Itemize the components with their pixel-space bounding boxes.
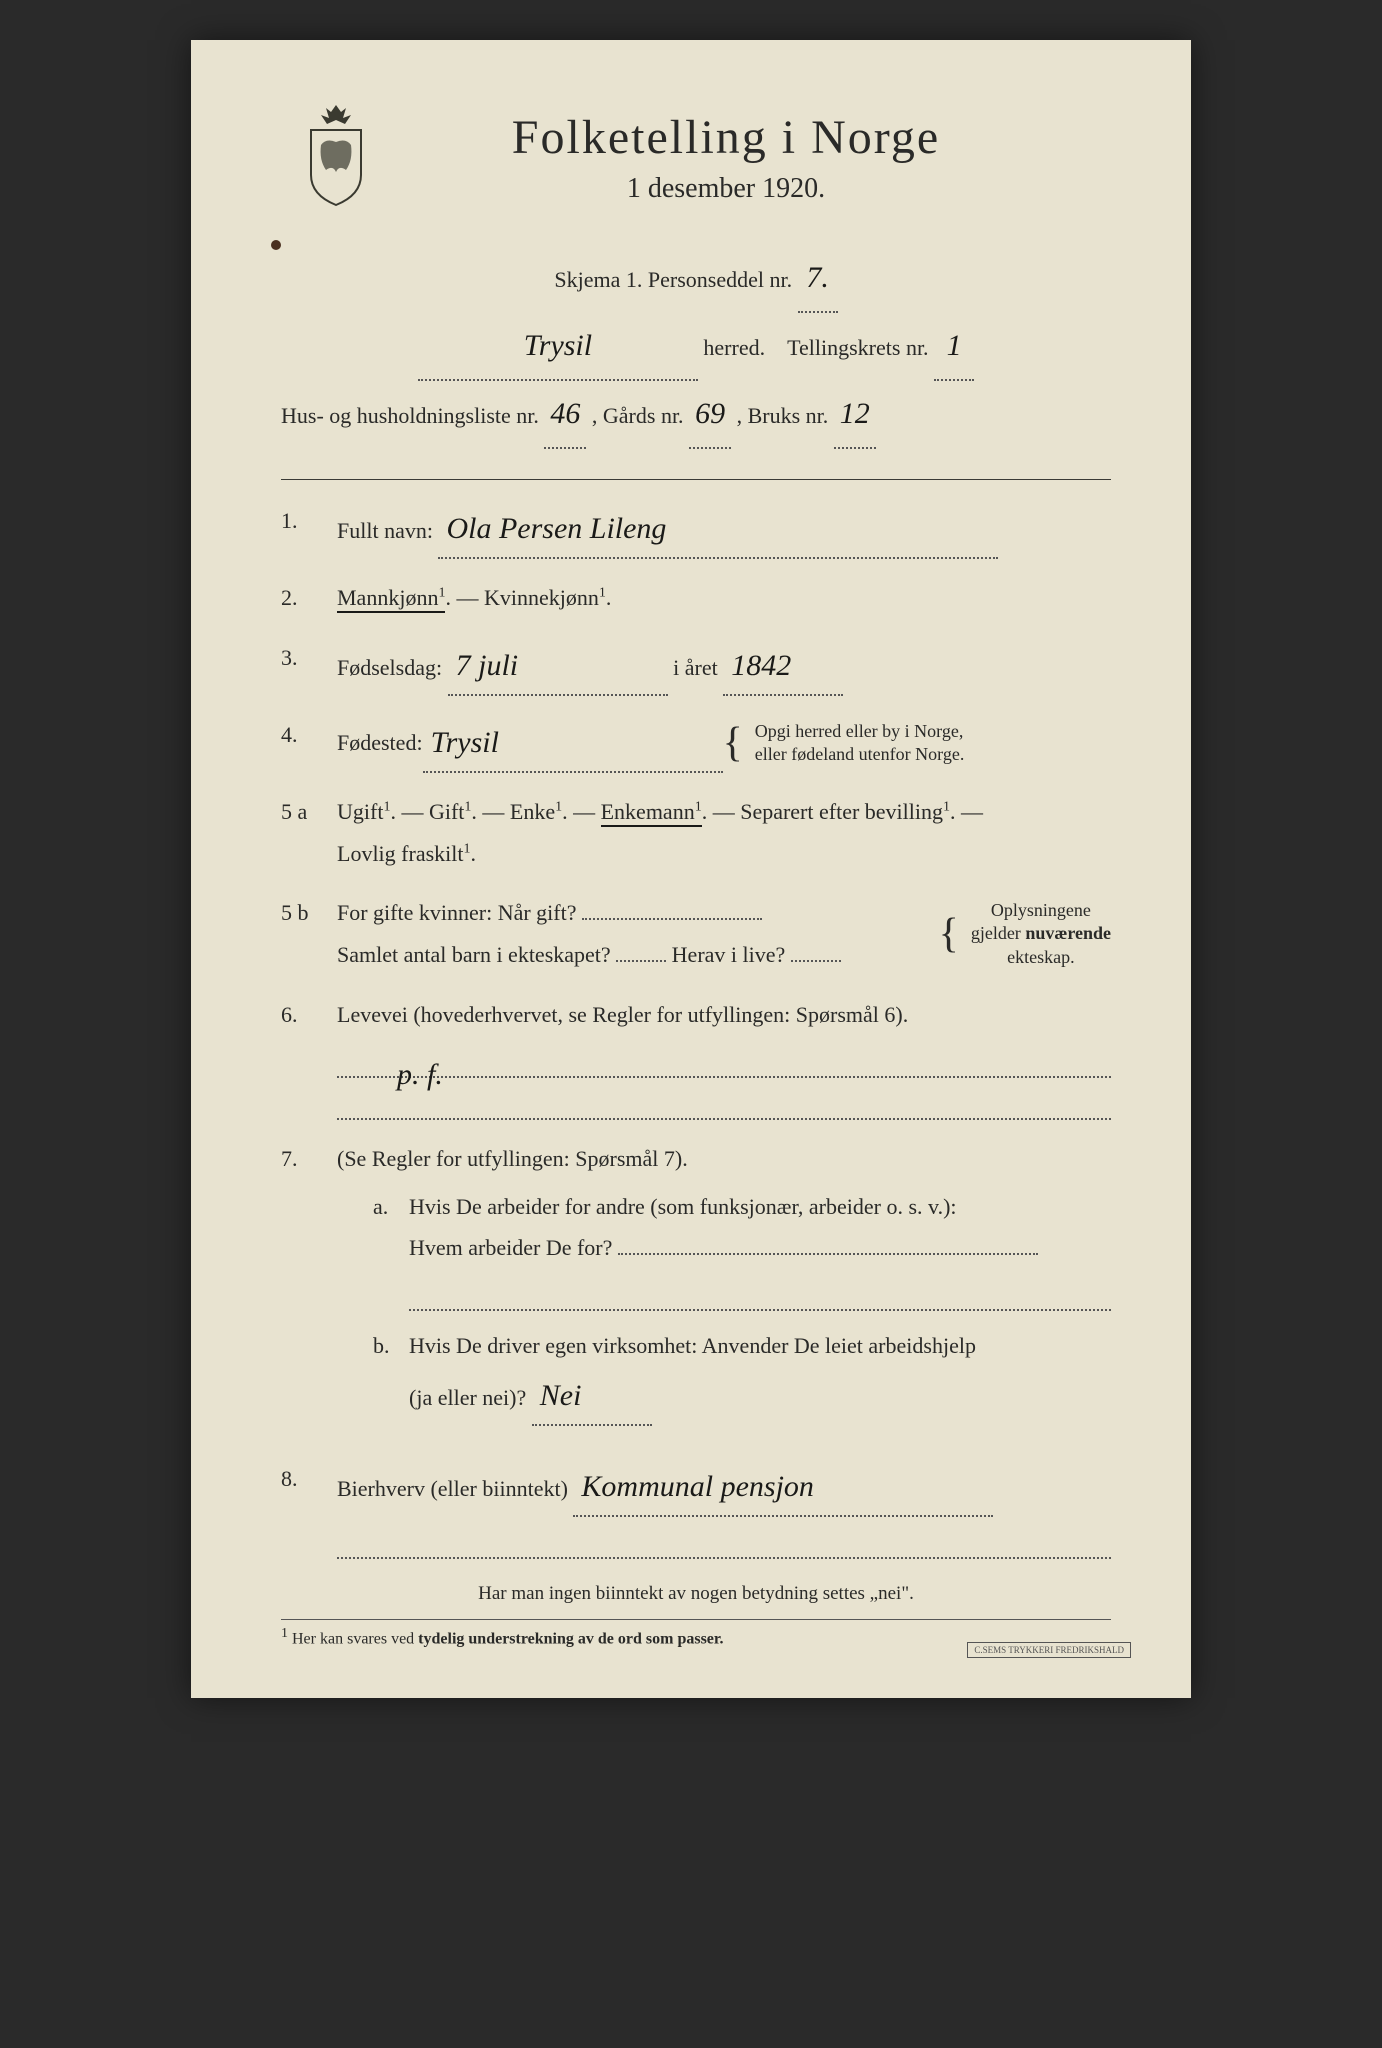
q7a-l1: Hvis De arbeider for andre (som funksjon…: [409, 1194, 957, 1219]
q5a-gift: Gift1: [429, 799, 471, 824]
q5a-enkemann: Enkemann1: [601, 799, 702, 827]
q7a: a. Hvis De arbeider for andre (som funks…: [373, 1186, 1111, 1312]
bruks-nr: 12: [834, 381, 876, 449]
personseddel-nr: 7.: [798, 245, 838, 313]
q8-line2: [337, 1527, 1111, 1559]
q1-value: Ola Persen Lileng: [438, 500, 998, 559]
q2-num: 2.: [281, 577, 337, 619]
q6-label: Levevei (hovederhvervet, se Regler for u…: [337, 1002, 908, 1027]
question-6: 6. Levevei (hovederhvervet, se Regler fo…: [281, 994, 1111, 1120]
q5b-gift-value: [582, 918, 762, 920]
meta-line-1: Skjema 1. Personseddel nr. 7.: [281, 245, 1111, 313]
divider-top: [281, 479, 1111, 480]
husliste-label: Hus- og husholdningsliste nr.: [281, 403, 539, 428]
q5a-ugift: Ugift1: [337, 799, 390, 824]
q7a-value: [618, 1253, 1038, 1255]
q8-label: Bierhverv (eller biinntekt): [337, 1476, 568, 1501]
q4-value: Trysil: [423, 714, 723, 773]
q7b-letter: b.: [373, 1325, 409, 1426]
q7b-value: Nei: [532, 1367, 652, 1426]
q7a-line2: [409, 1279, 1111, 1311]
q2-kvinne: Kvinnekjønn1: [484, 585, 606, 610]
q7b-l1: Hvis De driver egen virksomhet: Anvender…: [409, 1333, 976, 1358]
q3-year: 1842: [723, 637, 843, 696]
questions-block: 1. Fullt navn: Ola Persen Lileng 2. Mann…: [281, 500, 1111, 1559]
q3-day: 7 juli: [448, 637, 668, 696]
census-form-page: Folketelling i Norge 1 desember 1920. Sk…: [191, 40, 1191, 1698]
q8-num: 8.: [281, 1458, 337, 1559]
stain-dot: [271, 240, 281, 250]
q5b-barn-value: [616, 960, 666, 962]
meta-line-3: Hus- og husholdningsliste nr. 46 , Gårds…: [281, 381, 1111, 449]
q7b-l2: (ja eller nei)?: [409, 1385, 526, 1410]
q5b-num: 5 b: [281, 892, 337, 976]
meta-line-2: Trysil herred. Tellingskrets nr. 1: [281, 313, 1111, 381]
q8-value: Kommunal pensjon: [573, 1458, 993, 1517]
skjema-label: Skjema 1. Personseddel nr.: [554, 267, 792, 292]
q6-line1: p. f.: [337, 1046, 1111, 1078]
question-5a: 5 a Ugift1. — Gift1. — Enke1. — Enkemann…: [281, 791, 1111, 875]
question-4: 4. Fødested: Trysil { Opgi herred eller …: [281, 714, 1111, 773]
q1-label: Fullt navn:: [337, 518, 433, 543]
q5b-live-value: [791, 960, 841, 962]
herred-label: herred.: [703, 335, 765, 360]
form-title: Folketelling i Norge: [341, 110, 1111, 165]
question-7: 7. (Se Regler for utfyllingen: Spørsmål …: [281, 1138, 1111, 1440]
meta-block: Skjema 1. Personseddel nr. 7. Trysil her…: [281, 245, 1111, 449]
question-2: 2. Mannkjønn1. — Kvinnekjønn1.: [281, 577, 1111, 619]
q2-sep: —: [456, 585, 484, 610]
tellingskrets-nr: 1: [934, 313, 974, 381]
q6-value: p. f.: [397, 1058, 443, 1091]
q4-num: 4.: [281, 714, 337, 773]
q7-num: 7.: [281, 1138, 337, 1440]
q5b-l1: For gifte kvinner: Når gift?: [337, 900, 577, 925]
q4-note: Opgi herred eller by i Norge, eller føde…: [755, 720, 965, 767]
q7a-letter: a.: [373, 1186, 409, 1312]
q3-label: Fødselsdag:: [337, 655, 442, 680]
bruks-label: , Bruks nr.: [737, 403, 829, 428]
q5a-enke: Enke1: [510, 799, 562, 824]
coat-of-arms-icon: [291, 100, 381, 210]
q7a-l2: Hvem arbeider De for?: [409, 1235, 612, 1260]
q1-num: 1.: [281, 500, 337, 559]
herred-value: Trysil: [418, 313, 698, 381]
q3-year-label: i året: [673, 655, 718, 680]
q6-num: 6.: [281, 994, 337, 1120]
tellingskrets-label: Tellingskrets nr.: [787, 335, 928, 360]
question-3: 3. Fødselsdag: 7 juli i året 1842: [281, 637, 1111, 696]
q2-mann: Mannkjønn1: [337, 585, 445, 613]
gards-nr: 69: [689, 381, 731, 449]
form-header: Folketelling i Norge 1 desember 1920.: [281, 110, 1111, 205]
question-8: 8. Bierhverv (eller biinntekt) Kommunal …: [281, 1458, 1111, 1559]
husliste-nr: 46: [544, 381, 586, 449]
footnote-text: Her kan svares ved tydelig understreknin…: [292, 1630, 724, 1647]
form-subtitle: 1 desember 1920.: [341, 173, 1111, 205]
q7-label: (Se Regler for utfyllingen: Spørsmål 7).: [337, 1146, 688, 1171]
q6-line2: [337, 1088, 1111, 1120]
q5b-l2a: Samlet antal barn i ekteskapet?: [337, 942, 611, 967]
q5a-fraskilt: Lovlig fraskilt1: [337, 841, 470, 866]
footer-note: Har man ingen biinntekt av nogen betydni…: [281, 1583, 1111, 1605]
q7b: b. Hvis De driver egen virksomhet: Anven…: [373, 1325, 1111, 1426]
printer-mark: C.SEMS TRYKKERI FREDRIKSHALD: [967, 1642, 1131, 1658]
question-1: 1. Fullt navn: Ola Persen Lileng: [281, 500, 1111, 559]
question-5b: 5 b For gifte kvinner: Når gift? Samlet …: [281, 892, 1111, 976]
q3-num: 3.: [281, 637, 337, 696]
gards-label: , Gårds nr.: [592, 403, 684, 428]
q4-label: Fødested:: [337, 722, 423, 764]
q5b-note: Oplysningene gjelder nuværende ekteskap.: [971, 899, 1111, 969]
q5b-l2b: Herav i live?: [672, 942, 786, 967]
q5a-separert: Separert efter bevilling1: [740, 799, 950, 824]
q5a-num: 5 a: [281, 791, 337, 875]
